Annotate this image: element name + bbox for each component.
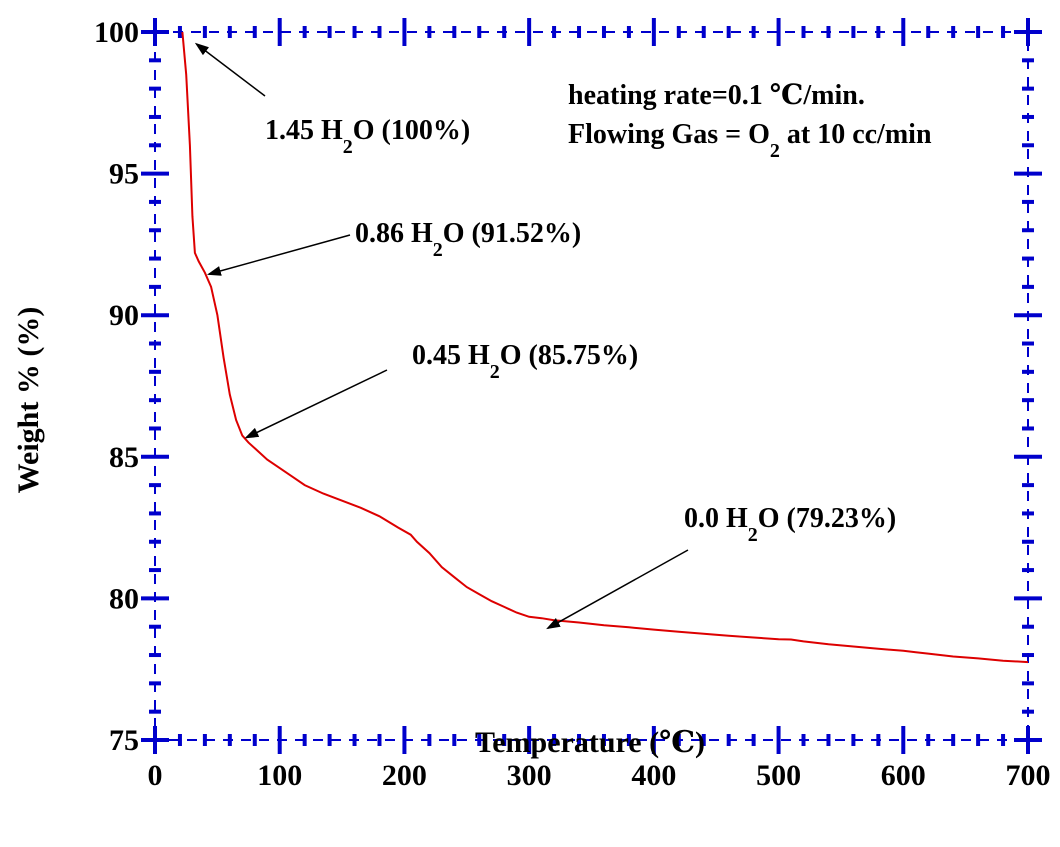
x-tick-label: 300: [507, 759, 552, 792]
annotation-label-part: O (79.23%): [758, 503, 896, 534]
series-layer: [181, 31, 1029, 664]
annotation-label-part: 0.0 H: [684, 503, 748, 534]
weight-curve: [181, 31, 1029, 664]
note-flowing-gas: Flowing Gas = O2 at 10 cc/min: [568, 119, 932, 162]
annotation-arrow: [244, 369, 388, 439]
axes: 0 100 200 300 400 500 600 700 75 80 85 90 95 100: [94, 16, 1051, 792]
note-flowing-gas-part: at 10 cc/min: [780, 119, 932, 150]
x-tick-label: 200: [382, 759, 427, 792]
y-axis-title: Weight % (%): [12, 307, 45, 494]
annotation-label: 1.45 H2O (100%): [265, 115, 470, 158]
annotation-label: 0.0 H2O (79.23%): [684, 503, 896, 546]
annotation-arrow: [206, 234, 351, 276]
y-tick-label: 95: [109, 158, 139, 191]
annotation-label: 0.45 H2O (85.75%): [412, 340, 638, 383]
annotation-arrow: [546, 549, 689, 630]
x-axis-title: Temperature (℃): [475, 726, 705, 759]
annotation-label-part: O (85.75%): [500, 340, 638, 371]
annotation-label: 0.86 H2O (91.52%): [355, 218, 581, 261]
y-tick-label: 100: [94, 16, 139, 49]
annotation-label-part: 0.45 H: [412, 340, 490, 371]
annotation-label-subscript: 2: [490, 361, 500, 383]
annotations: 1.45 H2O (100%)0.86 H2O (91.52%)0.45 H2O…: [194, 42, 932, 630]
y-tick-label: 90: [109, 299, 139, 332]
x-tick-label: 400: [631, 759, 676, 792]
x-tick-label: 0: [148, 759, 163, 792]
annotation-label-part: O (91.52%): [443, 218, 581, 249]
annotation-label-subscript: 2: [343, 136, 353, 158]
annotation-label-part: 1.45 H: [265, 115, 343, 146]
note-flowing-gas-part: Flowing Gas = O: [568, 119, 770, 150]
annotation-label-subscript: 2: [748, 524, 758, 546]
annotation-arrow: [194, 42, 266, 97]
annotation-label-part: 0.86 H: [355, 218, 433, 249]
annotation-label-subscript: 2: [433, 239, 443, 261]
y-tick-label: 75: [109, 724, 139, 757]
x-tick-label: 600: [881, 759, 926, 792]
x-tick-label: 700: [1006, 759, 1051, 792]
note-heating-rate: heating rate=0.1 ℃/min.: [568, 80, 865, 111]
x-tick-label: 500: [756, 759, 801, 792]
note-flowing-gas-subscript: 2: [770, 140, 780, 162]
y-tick-label: 85: [109, 441, 139, 474]
x-tick-label: 100: [257, 759, 302, 792]
plot-frame: [154, 31, 1029, 741]
y-tick-label: 80: [109, 582, 139, 615]
annotation-label-part: O (100%): [353, 115, 470, 146]
